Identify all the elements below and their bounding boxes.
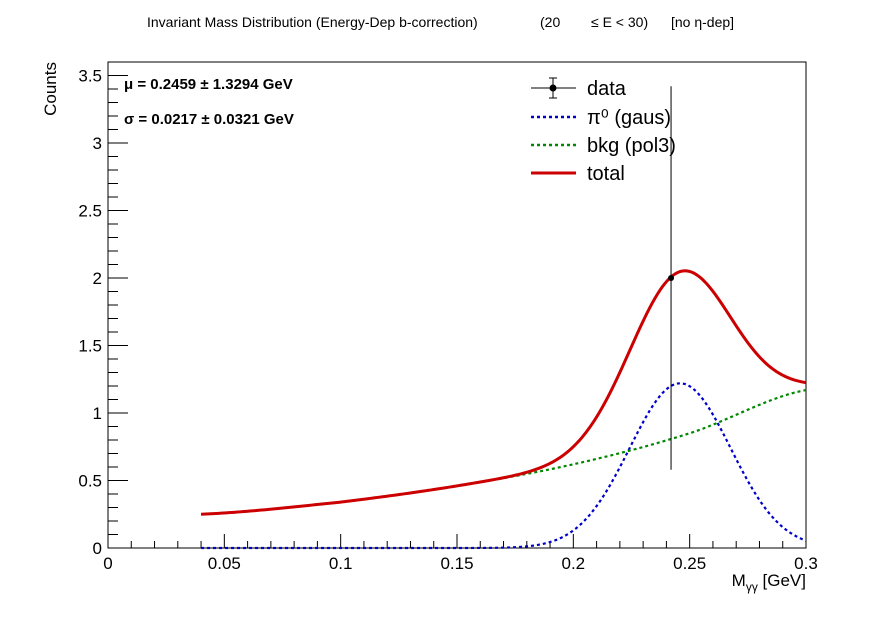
chart-title-range-open: (20 [540, 14, 560, 30]
y-tick-label: 3 [93, 134, 102, 153]
y-tick-label: 1 [93, 404, 102, 423]
total-fit-curve [201, 269, 807, 516]
y-axis: 0 0.5 1 1.5 2 2.5 3 3.5 [78, 61, 128, 558]
chart-title-range-mid: ≤ E < 30) [591, 14, 648, 30]
data-point [668, 275, 675, 281]
sigma-stat: σ = 0.0217 ± 0.0321 GeV [124, 111, 294, 128]
x-tick-label: 0.3 [794, 554, 818, 573]
legend-bkg-label: bkg (pol3) [587, 135, 676, 157]
x-tick-label: 0.2 [562, 554, 586, 573]
fit-curves [201, 269, 807, 550]
legend-pi0-label: π⁰ (gaus) [587, 107, 671, 129]
x-tick-label: 0.1 [329, 554, 353, 573]
legend-data-label: data [587, 78, 627, 100]
y-tick-label: 1.5 [78, 337, 102, 356]
plot-frame [107, 61, 807, 549]
mu-stat: μ = 0.2459 ± 1.3294 GeV [124, 76, 293, 93]
y-tick-label: 0 [93, 539, 102, 558]
y-axis-label: Counts [41, 62, 60, 116]
y-tick-label: 2.5 [78, 202, 102, 221]
x-tick-label: 0 [103, 554, 112, 573]
data-points [668, 86, 675, 470]
bkg-pol3-curve [201, 388, 807, 516]
chart-title-eta: [no η-dep] [671, 14, 734, 30]
x-axis-label: Mγγ [GeV] [732, 571, 806, 594]
legend-total-label: total [587, 163, 625, 185]
y-tick-label: 0.5 [78, 472, 102, 491]
chart-title: Invariant Mass Distribution (Energy-Dep … [147, 14, 478, 30]
pi0-gaus-curve [201, 382, 807, 550]
x-tick-label: 0.25 [673, 554, 706, 573]
legend: data π⁰ (gaus) bkg (pol3) total [531, 77, 676, 185]
y-tick-label: 3.5 [78, 67, 102, 86]
y-tick-label: 2 [93, 269, 102, 288]
x-axis: 0 0.05 0.1 0.15 0.2 0.25 0.3 [103, 534, 818, 573]
x-tick-label: 0.15 [440, 554, 473, 573]
x-tick-label: 0.05 [208, 554, 241, 573]
legend-data-marker-dot [549, 84, 557, 92]
